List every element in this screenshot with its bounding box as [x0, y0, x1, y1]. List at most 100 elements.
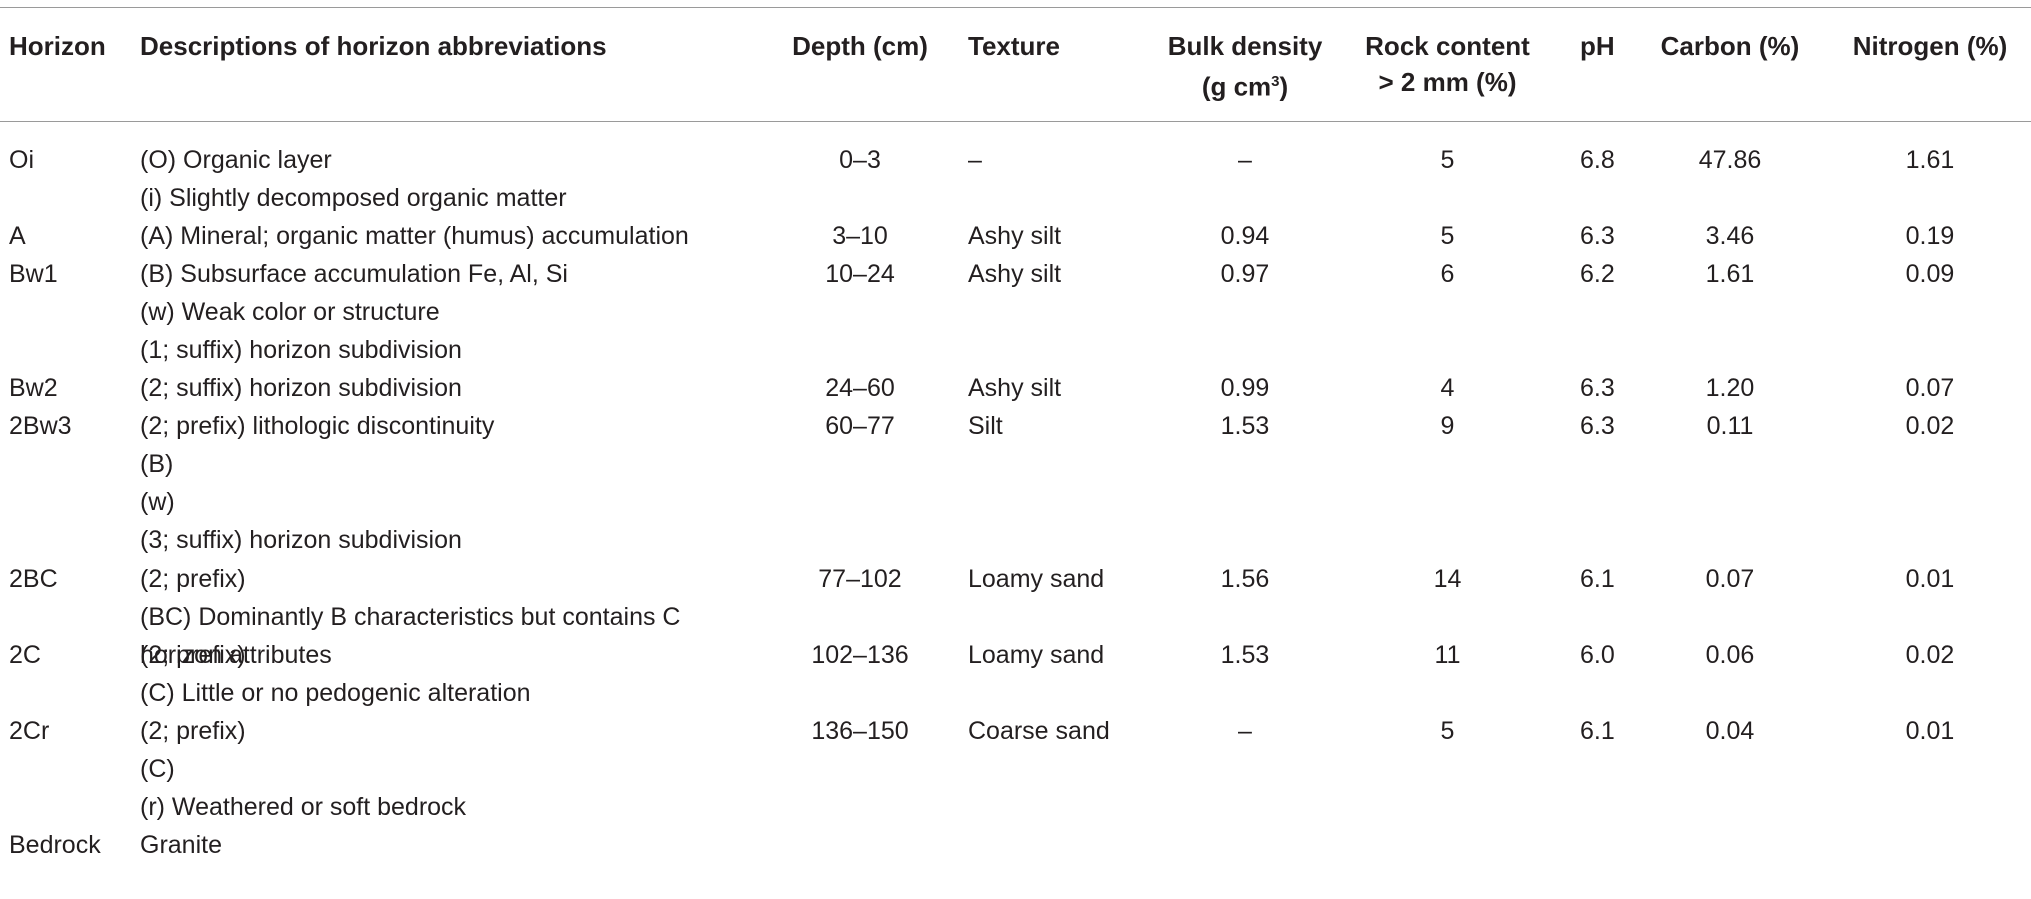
description-line: (A) Mineral; organic matter (humus) accu… — [140, 222, 689, 250]
header-bulk-density-line2: (g cm — [1201, 71, 1272, 102]
cell-ph: 6.3 — [1580, 222, 1615, 250]
description-line: (B) Subsurface accumulation Fe, Al, Si — [140, 260, 568, 288]
header-rock-content-line1: Rock content — [1365, 31, 1530, 61]
cell-rock-content: 4 — [1440, 374, 1455, 402]
cell-nitrogen: 0.02 — [1905, 412, 1955, 440]
cell-nitrogen: 0.07 — [1905, 374, 1955, 402]
description-line: (2; prefix) — [140, 641, 246, 669]
description-line: (2; prefix) lithologic discontinuity — [140, 412, 495, 440]
cell-carbon: 0.06 — [1705, 641, 1755, 669]
cell-description: (2; prefix) (BC) Dominantly B characteris… — [140, 560, 680, 674]
cell-rock-content: 5 — [1440, 222, 1455, 250]
cell-horizon: 2Cr — [9, 717, 50, 745]
cell-texture: Ashy silt — [968, 222, 1062, 250]
cell-rock-content: 9 — [1440, 412, 1455, 440]
cell-carbon: 0.04 — [1705, 717, 1755, 745]
cell-horizon: 2BC — [9, 565, 58, 593]
cell-horizon: 2Bw3 — [9, 412, 72, 440]
cell-texture: – — [968, 146, 982, 174]
header-horizon: Horizon — [9, 31, 106, 61]
header-texture: Texture — [968, 31, 1060, 61]
cell-texture: Loamy sand — [968, 641, 1105, 669]
cell-rock-content: 6 — [1440, 260, 1455, 288]
cell-ph: 6.1 — [1580, 717, 1615, 745]
description-line: (i) Slightly decomposed organic matter — [140, 184, 567, 212]
header-descriptions: Descriptions of horizon abbreviations — [140, 31, 607, 61]
cell-depth: 136–150 — [811, 717, 909, 745]
cell-ph: 6.1 — [1580, 565, 1615, 593]
description-line: (w) Weak color or structure — [140, 298, 440, 326]
cell-depth: 3–10 — [832, 222, 888, 250]
cell-texture: Coarse sand — [968, 717, 1110, 745]
description-line: (2; suffix) horizon subdivision — [140, 374, 462, 402]
cell-horizon: Bw2 — [9, 374, 58, 402]
cell-ph: 6.8 — [1580, 146, 1615, 174]
cell-carbon: 3.46 — [1705, 222, 1755, 250]
description-line: (2; prefix) — [140, 717, 246, 745]
cell-nitrogen: 0.19 — [1905, 222, 1955, 250]
cell-rock-content: 5 — [1440, 717, 1455, 745]
cell-description: (2; prefix) (C) (r) Weathered or soft bedr… — [140, 712, 466, 826]
description-line: (C) — [140, 755, 175, 783]
header-bulk-density-line1: Bulk density — [1167, 31, 1323, 61]
cell-ph: 6.3 — [1580, 412, 1615, 440]
cell-depth: 102–136 — [811, 641, 909, 669]
description-line: (BC) Dominantly B characteristics but co… — [140, 603, 681, 631]
header-nitrogen: Nitrogen (%) — [1852, 31, 2008, 61]
description-line: (2; prefix) — [140, 565, 246, 593]
cell-ph: 6.3 — [1580, 374, 1615, 402]
cell-bulk-density: 0.99 — [1220, 374, 1270, 402]
header-rock-content: Rock content > 2 mm (%) — [1350, 28, 1545, 100]
header-bulk-density-close: ) — [1279, 71, 1289, 102]
header-ph: pH — [1580, 31, 1615, 61]
cell-description: (2; prefix) (C) Little or no pedogenic al… — [140, 636, 531, 712]
cell-ph: 6.0 — [1580, 641, 1615, 669]
cell-carbon: 1.20 — [1705, 374, 1755, 402]
cell-description: (O) Organic layer (i) Slightly decomposed… — [140, 141, 567, 217]
description-line: (C) Little or no pedogenic alteration — [140, 679, 531, 707]
description-line: (O) Organic layer — [140, 146, 332, 174]
cell-horizon: Bw1 — [9, 260, 58, 288]
cell-horizon: A — [9, 222, 26, 250]
cell-nitrogen: 1.61 — [1905, 146, 1955, 174]
cell-horizon: 2C — [9, 641, 41, 669]
cell-description: (A) Mineral; organic matter (humus) accu… — [140, 217, 689, 255]
cell-carbon: 1.61 — [1705, 260, 1755, 288]
cell-description: (2; prefix) lithologic discontinuity (B) (… — [140, 407, 494, 559]
header-depth: Depth (cm) — [792, 31, 928, 61]
cell-ph: 6.2 — [1580, 260, 1615, 288]
cell-texture: Ashy silt — [968, 260, 1062, 288]
cell-depth: 0–3 — [839, 146, 881, 174]
description-line: (w) — [140, 488, 175, 516]
description-line: (r) Weathered or soft bedrock — [140, 793, 467, 821]
cell-depth: 10–24 — [825, 260, 895, 288]
header-bottom-rule — [0, 121, 2031, 122]
cell-texture: Silt — [968, 412, 1003, 440]
cell-description: Granite — [140, 826, 222, 864]
cell-horizon: Oi — [9, 146, 34, 174]
description-line: (1; suffix) horizon subdivision — [140, 336, 462, 364]
cell-texture: Ashy silt — [968, 374, 1062, 402]
cell-bulk-density: 1.53 — [1220, 641, 1270, 669]
cell-description: (2; suffix) horizon subdivision — [140, 369, 462, 407]
cell-nitrogen: 0.02 — [1905, 641, 1955, 669]
cell-rock-content: 11 — [1434, 641, 1461, 669]
cell-nitrogen: 0.09 — [1905, 260, 1955, 288]
cell-carbon: 47.86 — [1698, 146, 1762, 174]
cell-depth: 60–77 — [825, 412, 895, 440]
cell-bulk-density: – — [1238, 146, 1252, 174]
header-bulk-density: Bulk density (g cm3) — [1140, 28, 1350, 105]
cell-bulk-density: 1.53 — [1220, 412, 1270, 440]
header-carbon: Carbon (%) — [1660, 31, 1800, 61]
cell-bulk-density: 1.56 — [1220, 565, 1270, 593]
description-line: (B) — [140, 450, 174, 478]
cell-depth: 77–102 — [818, 565, 902, 593]
description-line: (3; suffix) horizon subdivision — [140, 526, 462, 554]
table-top-rule — [0, 7, 2031, 8]
description-line: horizon attributes — [140, 641, 332, 669]
cell-bulk-density: – — [1238, 717, 1252, 745]
cell-texture: Loamy sand — [968, 565, 1105, 593]
cell-rock-content: 14 — [1433, 565, 1462, 593]
cell-bulk-density: 0.94 — [1220, 222, 1270, 250]
cell-horizon: Bedrock — [9, 831, 101, 859]
